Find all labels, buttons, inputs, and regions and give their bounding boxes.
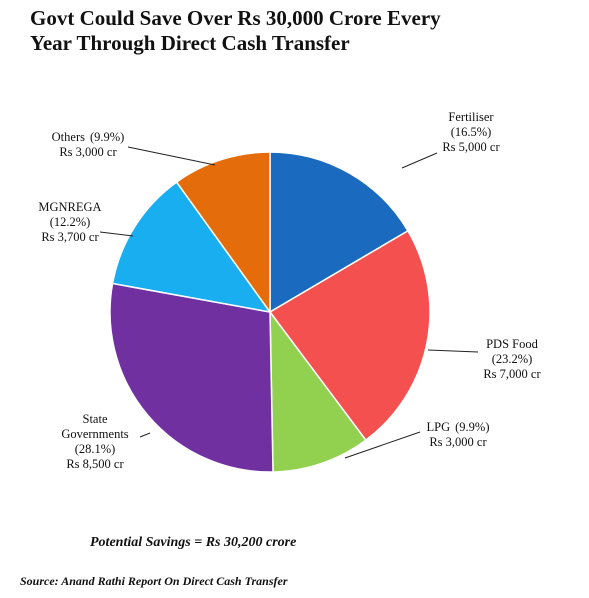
amount-label: Rs 8,500 cr [66, 457, 124, 471]
leader-line [99, 231, 134, 237]
amount-label: Rs 3,000 cr [429, 435, 487, 449]
amount-label: Rs 3,000 cr [59, 145, 117, 159]
value-label: (23.2%) [491, 352, 533, 366]
leader-line [139, 432, 151, 438]
leader-line [344, 431, 421, 459]
value-label: (16.5%) [450, 125, 492, 139]
category-label: MGNREGA [38, 200, 102, 214]
slice-label: MGNREGA (12.2%) Rs 3,700 cr [20, 200, 120, 245]
value-label: (9.9%) [455, 420, 490, 434]
category-label: PDS Food [486, 337, 538, 351]
chart-title: Year Through Direct Cash Transfer [30, 31, 350, 55]
pie-slice [269, 309, 367, 473]
leader-line [401, 152, 438, 169]
chart-title: Govt Could Save Over Rs 30,000 Crore Eve… [30, 6, 441, 30]
category-label: Fertiliser [448, 110, 494, 124]
source: Source: Anand Rathi Report On Direct Cas… [20, 574, 288, 588]
slice-label: LPG (9.9%) Rs 3,000 cr [398, 420, 518, 450]
amount-label: Rs 7,000 cr [483, 367, 541, 381]
pie-slice [268, 229, 431, 442]
amount-label: Rs 3,700 cr [41, 230, 99, 244]
amount-label: Rs 5,000 cr [442, 140, 500, 154]
slice-label: State Governments (28.1%) Rs 8,500 cr [50, 412, 140, 472]
category-label: Others [51, 130, 85, 144]
value-label: (12.2%) [49, 215, 91, 229]
value-label: (28.1%) [74, 442, 116, 456]
pie-slice [111, 181, 272, 314]
pie-slice [269, 151, 409, 314]
value-label: (9.9%) [89, 130, 125, 144]
slice-label: PDS Food (23.2%) Rs 7,000 cr [452, 337, 572, 382]
leader-line [427, 349, 479, 353]
pie-slice [109, 282, 274, 473]
category-label: State Governments [61, 412, 129, 441]
slice-label: Others (9.9%) Rs 3,000 cr [23, 130, 153, 160]
leader-line [127, 146, 216, 166]
slice-label: Fertiliser (16.5%) Rs 5,000 cr [411, 110, 531, 155]
pie-slice [175, 151, 271, 315]
category-label: LPG [426, 420, 451, 434]
annotation: Potential Savings = Rs 30,200 crore [90, 535, 297, 550]
